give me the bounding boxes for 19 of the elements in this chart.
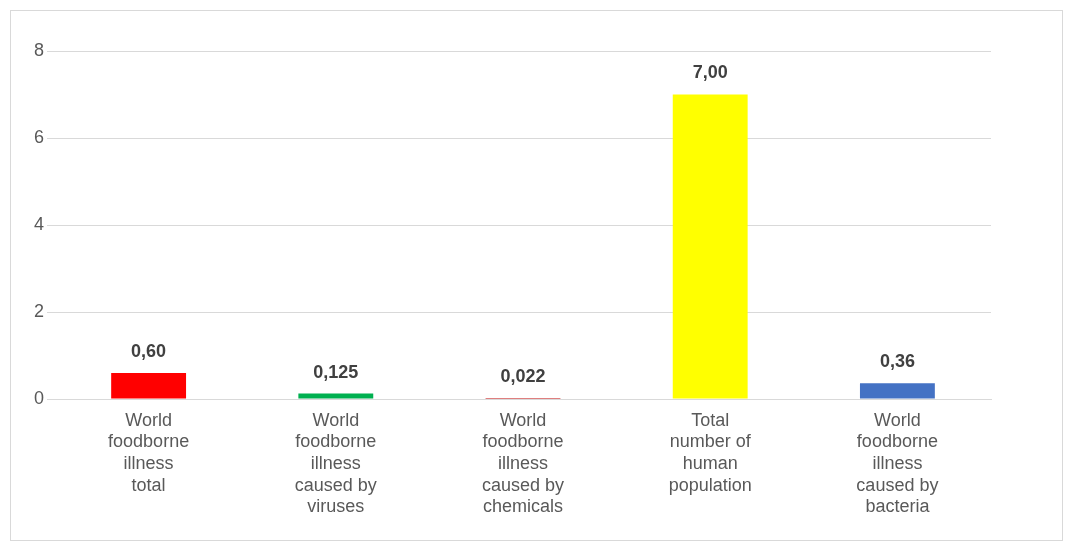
y-tick-label: 6 bbox=[34, 126, 45, 147]
y-tick-label: 4 bbox=[34, 213, 45, 234]
bar bbox=[111, 372, 187, 399]
x-tick-label: Total number of human population bbox=[668, 409, 752, 495]
y-tick-label: 2 bbox=[34, 300, 45, 321]
bar bbox=[859, 383, 935, 399]
data-label: 0,022 bbox=[500, 366, 546, 387]
y-tick-label: 8 bbox=[34, 39, 45, 60]
data-label: 7,00 bbox=[692, 62, 728, 83]
x-tick-label: World foodborne illness total bbox=[108, 409, 190, 495]
data-label: 0,125 bbox=[313, 361, 359, 382]
x-tick-label: World foodborne illness caused by bacteria bbox=[856, 409, 939, 517]
y-tick-label: 0 bbox=[34, 387, 45, 408]
bar bbox=[672, 94, 748, 399]
x-tick-label: World foodborne illness caused by chemicals bbox=[481, 409, 565, 517]
data-label: 0,36 bbox=[879, 351, 915, 372]
data-label: 0,60 bbox=[131, 340, 167, 361]
bar bbox=[298, 393, 374, 399]
x-tick-label: World foodborne illness caused by viruses bbox=[294, 409, 377, 517]
